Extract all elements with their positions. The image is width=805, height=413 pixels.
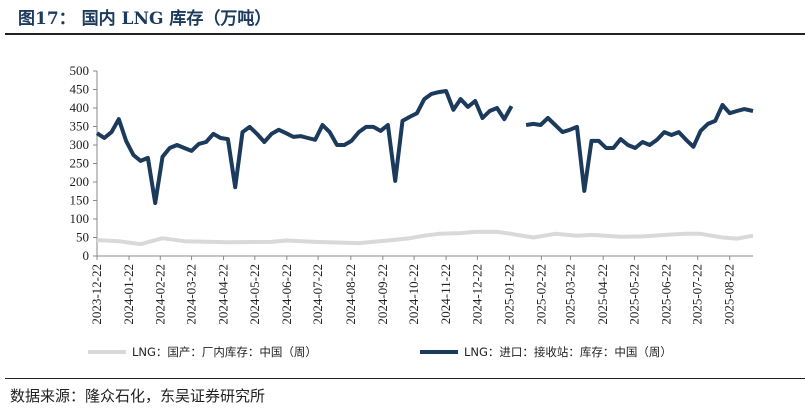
x-tick-label: 2024-06-22 (279, 264, 294, 325)
y-tick-label: 200 (70, 174, 90, 189)
y-tick-label: 150 (70, 193, 90, 208)
x-tick-label: 2025-07-22 (690, 264, 705, 325)
series-domestic-factory-inventory (96, 229, 754, 247)
x-tick-label: 2024-04-22 (216, 264, 231, 325)
y-tick-label: 300 (70, 137, 90, 152)
x-tick-label: 2024-10-22 (406, 264, 421, 325)
x-tick-label: 2024-08-22 (343, 264, 358, 325)
x-tick-label: 2025-05-22 (626, 264, 641, 325)
x-tick-label: 2025-08-22 (722, 264, 737, 325)
y-tick-label: 50 (76, 230, 89, 245)
title-divider (5, 33, 805, 35)
x-tick-label: 2025-06-22 (658, 264, 673, 325)
x-tick-label: 2024-03-22 (184, 264, 199, 325)
source-divider (5, 378, 805, 379)
y-tick-label: 450 (70, 82, 90, 97)
x-tick-label: 2024-12-22 (469, 264, 484, 325)
source-note: 数据来源：隆众石化，东吴证券研究所 (10, 387, 266, 405)
y-tick-label: 250 (70, 156, 90, 171)
y-tick-label: 400 (70, 100, 90, 115)
figure-title: 图17： 国内 LNG 库存（万吨） (18, 9, 272, 29)
x-tick-label: 2024-01-22 (121, 264, 136, 325)
y-tick-label: 350 (70, 119, 90, 134)
x-tick-label: 2025-02-22 (533, 264, 548, 325)
x-tick-label: 2024-02-22 (152, 264, 167, 325)
series-import-terminal-inventory (95, 89, 754, 206)
x-tick-label: 2024-09-22 (375, 264, 390, 325)
y-tick-label: 100 (70, 211, 90, 226)
x-tick-label: 2024-07-22 (310, 264, 325, 325)
y-tick-label: 0 (83, 248, 90, 263)
x-tick-label: 2025-04-22 (595, 264, 610, 325)
x-tick-label: 2024-11-22 (438, 264, 453, 324)
legend-label: LNG：国产：厂内库存：中国（周） (132, 345, 317, 359)
legend-label: LNG：进口：接收站：库存：中国（周） (464, 345, 672, 359)
y-tick-label: 500 (70, 63, 90, 78)
x-tick-label: 2025-03-22 (562, 264, 577, 325)
x-tick-label: 2024-05-22 (247, 264, 262, 325)
x-tick-label: 2023-12-22 (89, 264, 104, 325)
x-tick-label: 2025-01-22 (501, 264, 516, 325)
